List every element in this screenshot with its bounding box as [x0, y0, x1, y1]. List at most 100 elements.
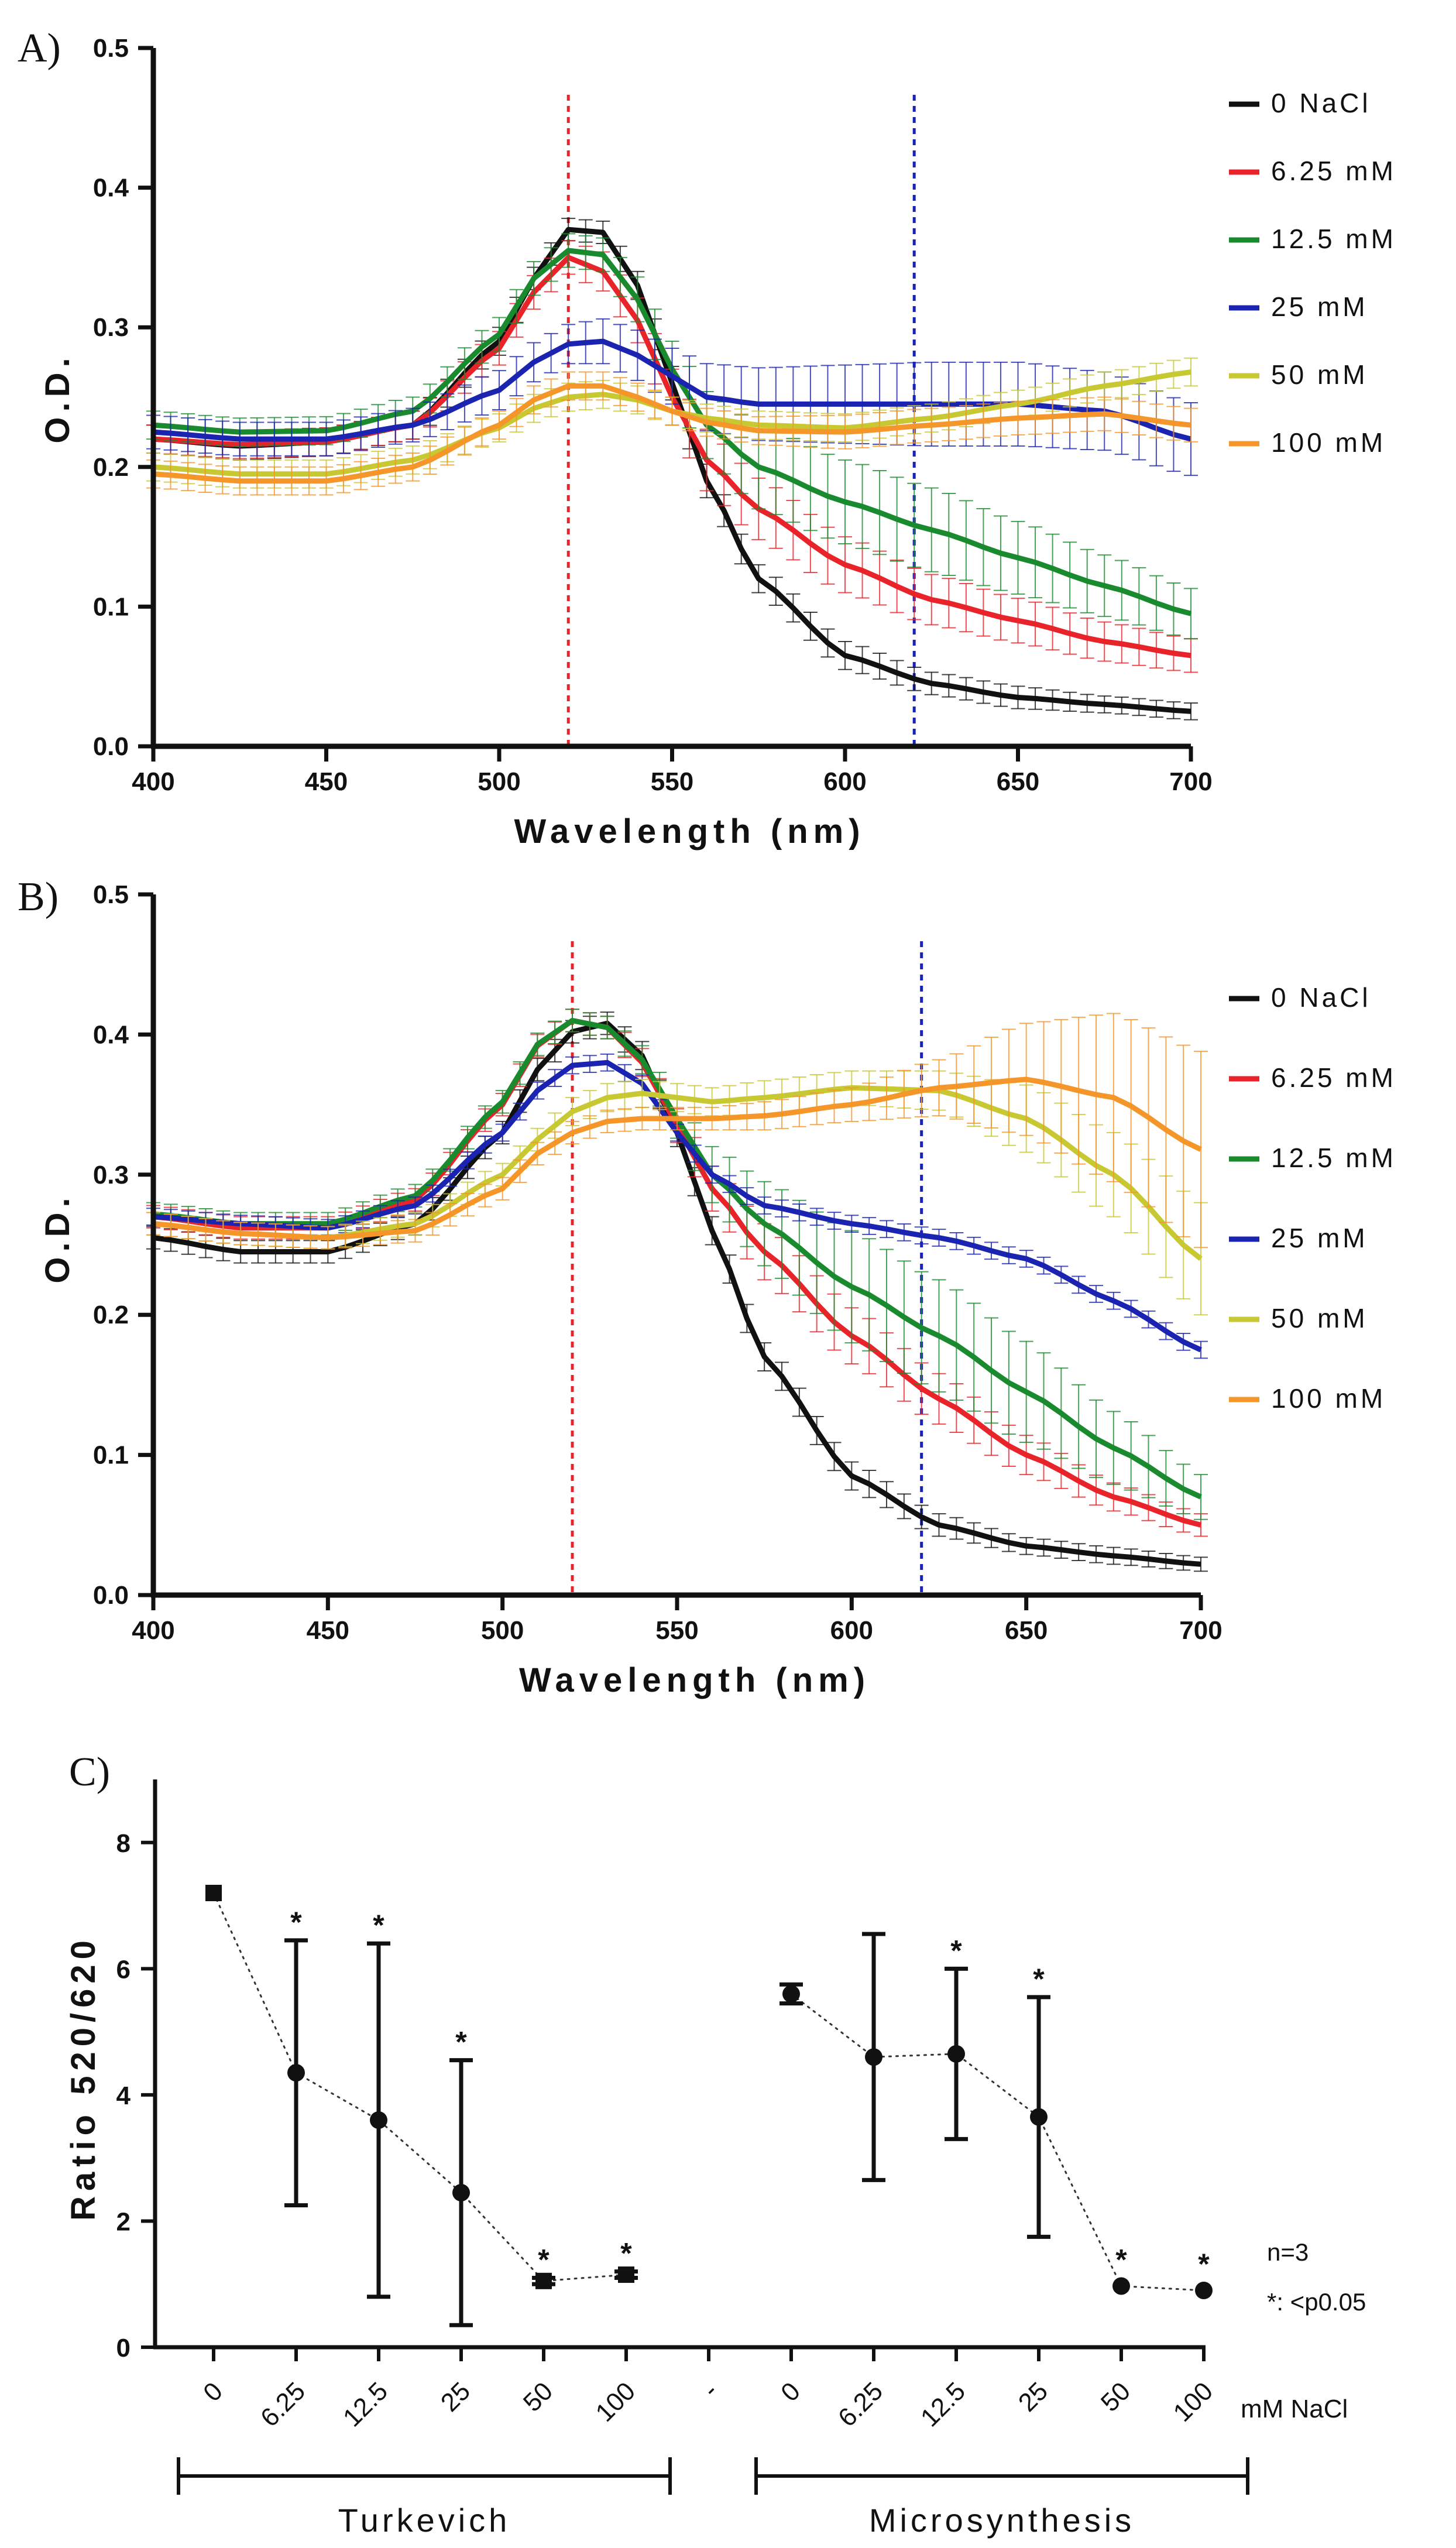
- x-category-label: 100: [1168, 2376, 1219, 2427]
- group-label: Microsynthesis: [869, 2502, 1135, 2539]
- y-tick-label: 0: [116, 2334, 131, 2362]
- panel-letter: A): [18, 26, 61, 71]
- legend-entry-50-mm: 50 mM: [1271, 1303, 1368, 1333]
- x-tick-label: 400: [132, 1616, 174, 1645]
- x-category-label: 0: [775, 2376, 806, 2407]
- legend-entry-0-nacl: 0 NaCl: [1271, 982, 1371, 1013]
- y-tick-label: 4: [116, 2081, 131, 2110]
- x-category-label: 6.25: [255, 2376, 311, 2432]
- x-tick-label: 450: [307, 1616, 349, 1645]
- data-point-circle: [1195, 2282, 1213, 2299]
- data-point-circle: [782, 1985, 800, 2003]
- y-tick-label: 0.4: [93, 1020, 129, 1049]
- significance-star: *: [620, 2237, 632, 2270]
- significance-star: *: [1115, 2243, 1127, 2276]
- legend-entry-6-25-mm: 6.25 mM: [1271, 156, 1396, 186]
- data-point-square: [535, 2272, 552, 2289]
- connector-line: [790, 1993, 1205, 2292]
- panel-letter: C): [69, 1750, 110, 1795]
- panel-b: B) 0.0 0.1 0.2 0.3 0.4 0.5 400 450 500 550 600 650 70…: [18, 875, 1396, 1699]
- x-category-label: 12.5: [915, 2376, 971, 2432]
- x-category-label: 25: [1013, 2376, 1053, 2417]
- significance-star: *: [1033, 1963, 1045, 1995]
- data-point-circle: [287, 2064, 305, 2082]
- y-tick-label: 0.1: [93, 1441, 129, 1470]
- legend-entry-12-5-mm: 12.5 mM: [1271, 224, 1396, 254]
- y-tick-label: 8: [116, 1829, 131, 1858]
- x-tick-label: 500: [478, 767, 520, 796]
- data-point-circle: [865, 2048, 882, 2066]
- series-100-mm: [146, 371, 1198, 496]
- y-tick-label: 0.2: [93, 453, 129, 482]
- x-category-label: 50: [1096, 2376, 1136, 2417]
- x-axis-label: Wavelength (nm): [519, 1661, 870, 1699]
- significance-star: *: [538, 2243, 550, 2276]
- y-tick-label: 0.5: [93, 880, 129, 909]
- x-category-label: 0: [198, 2376, 228, 2407]
- data-point-circle: [1112, 2277, 1130, 2295]
- series-0-nacl: [146, 218, 1198, 721]
- y-tick-label: 0.5: [93, 34, 129, 63]
- significance-star: *: [455, 2026, 467, 2059]
- series-turkevich: * * * * *: [205, 1885, 638, 2327]
- x-category-label: 25: [435, 2376, 476, 2417]
- legend-entry-25-mm: 25 mM: [1271, 292, 1368, 322]
- data-point-square: [205, 1885, 222, 1901]
- x-tick-label: 500: [481, 1616, 524, 1645]
- x-category-label: 12.5: [338, 2376, 393, 2432]
- y-tick-label: 0.3: [93, 313, 129, 342]
- series-line-100-mm: [153, 1076, 1202, 1240]
- x-tick-label: 550: [651, 767, 693, 796]
- significance-star: *: [950, 1934, 962, 1967]
- legend-entry-50-mm: 50 mM: [1271, 359, 1368, 390]
- x-axis-label: Wavelength (nm): [514, 812, 865, 851]
- panel-c: C) 0 2 4 6 8 0 6.25 12.5 25 50 100 - 0 6.25 12.5 25 50 100…: [64, 1750, 1366, 2539]
- data-point-circle: [947, 2045, 965, 2063]
- x-tick-label: 650: [997, 767, 1039, 796]
- significance-star: *: [373, 1909, 384, 1942]
- y-tick-label: 0.2: [93, 1301, 129, 1329]
- panel-letter: B): [18, 875, 59, 920]
- data-point-circle: [1030, 2108, 1048, 2126]
- significance-star: *: [1198, 2248, 1210, 2280]
- x-category-label: 6.25: [833, 2376, 888, 2432]
- legend-entry-100-mm: 100 mM: [1271, 427, 1386, 458]
- legend: 0 NaCl 6.25 mM 12.5 mM 25 mM 50 mM 100 mM: [1229, 88, 1396, 458]
- group-bracket-microsynthesis: Microsynthesis: [754, 2457, 1249, 2539]
- data-point-circle: [370, 2111, 387, 2129]
- legend-entry-6-25-mm: 6.25 mM: [1271, 1062, 1396, 1093]
- series-6-25-mm: [146, 240, 1198, 673]
- annotation-significance: *: <p0.05: [1267, 2288, 1366, 2316]
- group-bracket-turkevich: Turkevich: [177, 2457, 672, 2539]
- y-tick-label: 0.3: [93, 1161, 129, 1189]
- series-100-mm: [146, 1013, 1208, 1250]
- data-point-square: [618, 2266, 634, 2283]
- y-tick-label: 6: [116, 1955, 131, 1984]
- y-tick-label: 0.0: [93, 1581, 129, 1610]
- y-axis-label: O.D.: [39, 352, 77, 443]
- annotation-n: n=3: [1267, 2238, 1309, 2266]
- legend-entry-0-nacl: 0 NaCl: [1271, 88, 1371, 118]
- significance-star: *: [290, 1906, 302, 1939]
- connector-line: [212, 1892, 627, 2282]
- x-tick-label: 400: [132, 767, 174, 796]
- y-axis-label: O.D.: [39, 1192, 77, 1283]
- x-unit-label: mM NaCl: [1241, 2395, 1348, 2423]
- x-tick-label: 650: [1005, 1616, 1048, 1645]
- x-category-label: -: [697, 2376, 723, 2403]
- y-tick-label: 0.1: [93, 592, 129, 621]
- y-tick-label: 0.0: [93, 732, 129, 761]
- series-12-5-mm: [146, 233, 1198, 640]
- panel-a: A) 0.0 0.1 0.2 0.3 0.4 0.5 400 450 500 550 600 650 70…: [18, 26, 1396, 851]
- x-tick-label: 600: [830, 1616, 873, 1645]
- data-point-circle: [452, 2183, 470, 2201]
- legend: 0 NaCl 6.25 mM 12.5 mM 25 mM 50 mM 100 mM: [1229, 982, 1396, 1414]
- x-tick-label: 450: [305, 767, 348, 796]
- x-tick-label: 550: [655, 1616, 698, 1645]
- legend-entry-12-5-mm: 12.5 mM: [1271, 1143, 1396, 1173]
- legend-entry-25-mm: 25 mM: [1271, 1223, 1368, 1253]
- x-category-label: 100: [590, 2376, 641, 2427]
- x-category-label: 50: [518, 2376, 558, 2417]
- x-tick-label: 600: [823, 767, 866, 796]
